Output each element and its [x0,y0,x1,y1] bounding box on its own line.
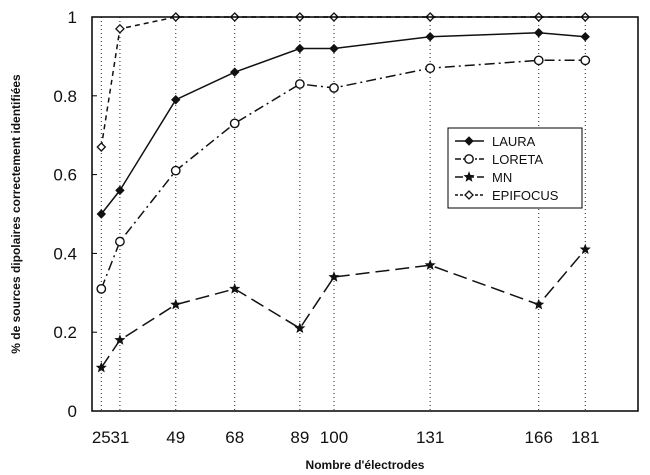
data-point [229,283,241,294]
data-point [96,209,107,219]
data-point [171,95,181,105]
data-point [95,361,107,373]
x-tick-label: 68 [225,428,244,447]
legend: LAURA LORETA MN EPIFOCUS [447,127,583,209]
y-tick-labels: 0 0.2 0.4 0.6 0.8 1 [53,8,97,421]
legend-label: LORETA [492,152,543,167]
x-tick-label: 166 [525,428,553,447]
data-point [294,322,306,333]
series-mn [95,243,591,373]
x-tick-label: 31 [110,428,129,447]
data-point [579,243,591,255]
y-tick-label: 0.4 [53,244,77,263]
y-tick-label: 0.6 [53,166,77,185]
data-point [115,236,125,247]
data-point [533,55,544,66]
legend-label: MN [492,170,512,185]
data-point [425,31,435,42]
legend-item-laura: LAURA [455,134,536,149]
legend-item-mn: MN [455,170,512,185]
legend-label: EPIFOCUS [492,188,559,203]
x-tick-label: 100 [320,428,348,447]
legend-item-loreta: LORETA [455,152,543,167]
series-line [100,59,586,290]
data-point [329,83,339,93]
data-point [295,43,305,54]
data-point [170,298,182,310]
legend-item-epifocus: EPIFOCUS [455,188,559,203]
x-axis-label: Nombre d'électrodes [306,458,425,472]
x-tick-label: 49 [166,428,185,447]
data-point [464,154,474,164]
series-laura [96,28,590,219]
y-tick-label: 1 [68,8,77,27]
series-loreta [96,55,591,294]
y-axis-label: % de sources dipolaires correctement ide… [9,74,23,354]
data-point [115,185,125,196]
data-point [96,142,107,152]
data-point [329,43,339,54]
x-tick-label: 181 [571,428,599,447]
x-tick-labels: 25 31 49 68 89 100 131 166 181 [92,428,600,447]
plot-frame [91,16,639,412]
data-point [580,55,591,66]
data-point [229,67,240,77]
data-point [294,79,305,89]
data-point [425,63,436,74]
data-point [328,271,340,282]
data-point [463,171,475,182]
x-tick-label: 25 [92,428,111,447]
data-point [424,259,436,270]
vertical-grid [100,17,586,411]
x-tick-label: 131 [416,428,444,447]
data-point [464,136,474,146]
series-line [100,249,586,369]
y-tick-label: 0.2 [53,323,77,342]
legend-label: LAURA [492,134,536,149]
y-tick-label: 0 [68,402,77,421]
y-tick-label: 0.8 [53,87,77,106]
data-point [229,118,240,129]
data-point [534,28,544,38]
data-point [580,31,590,42]
data-point [96,283,107,294]
data-point [115,23,125,34]
data-point [170,165,181,176]
data-point [114,334,126,345]
data-point [464,190,474,200]
data-point [533,298,545,310]
x-tick-label: 89 [290,428,309,447]
